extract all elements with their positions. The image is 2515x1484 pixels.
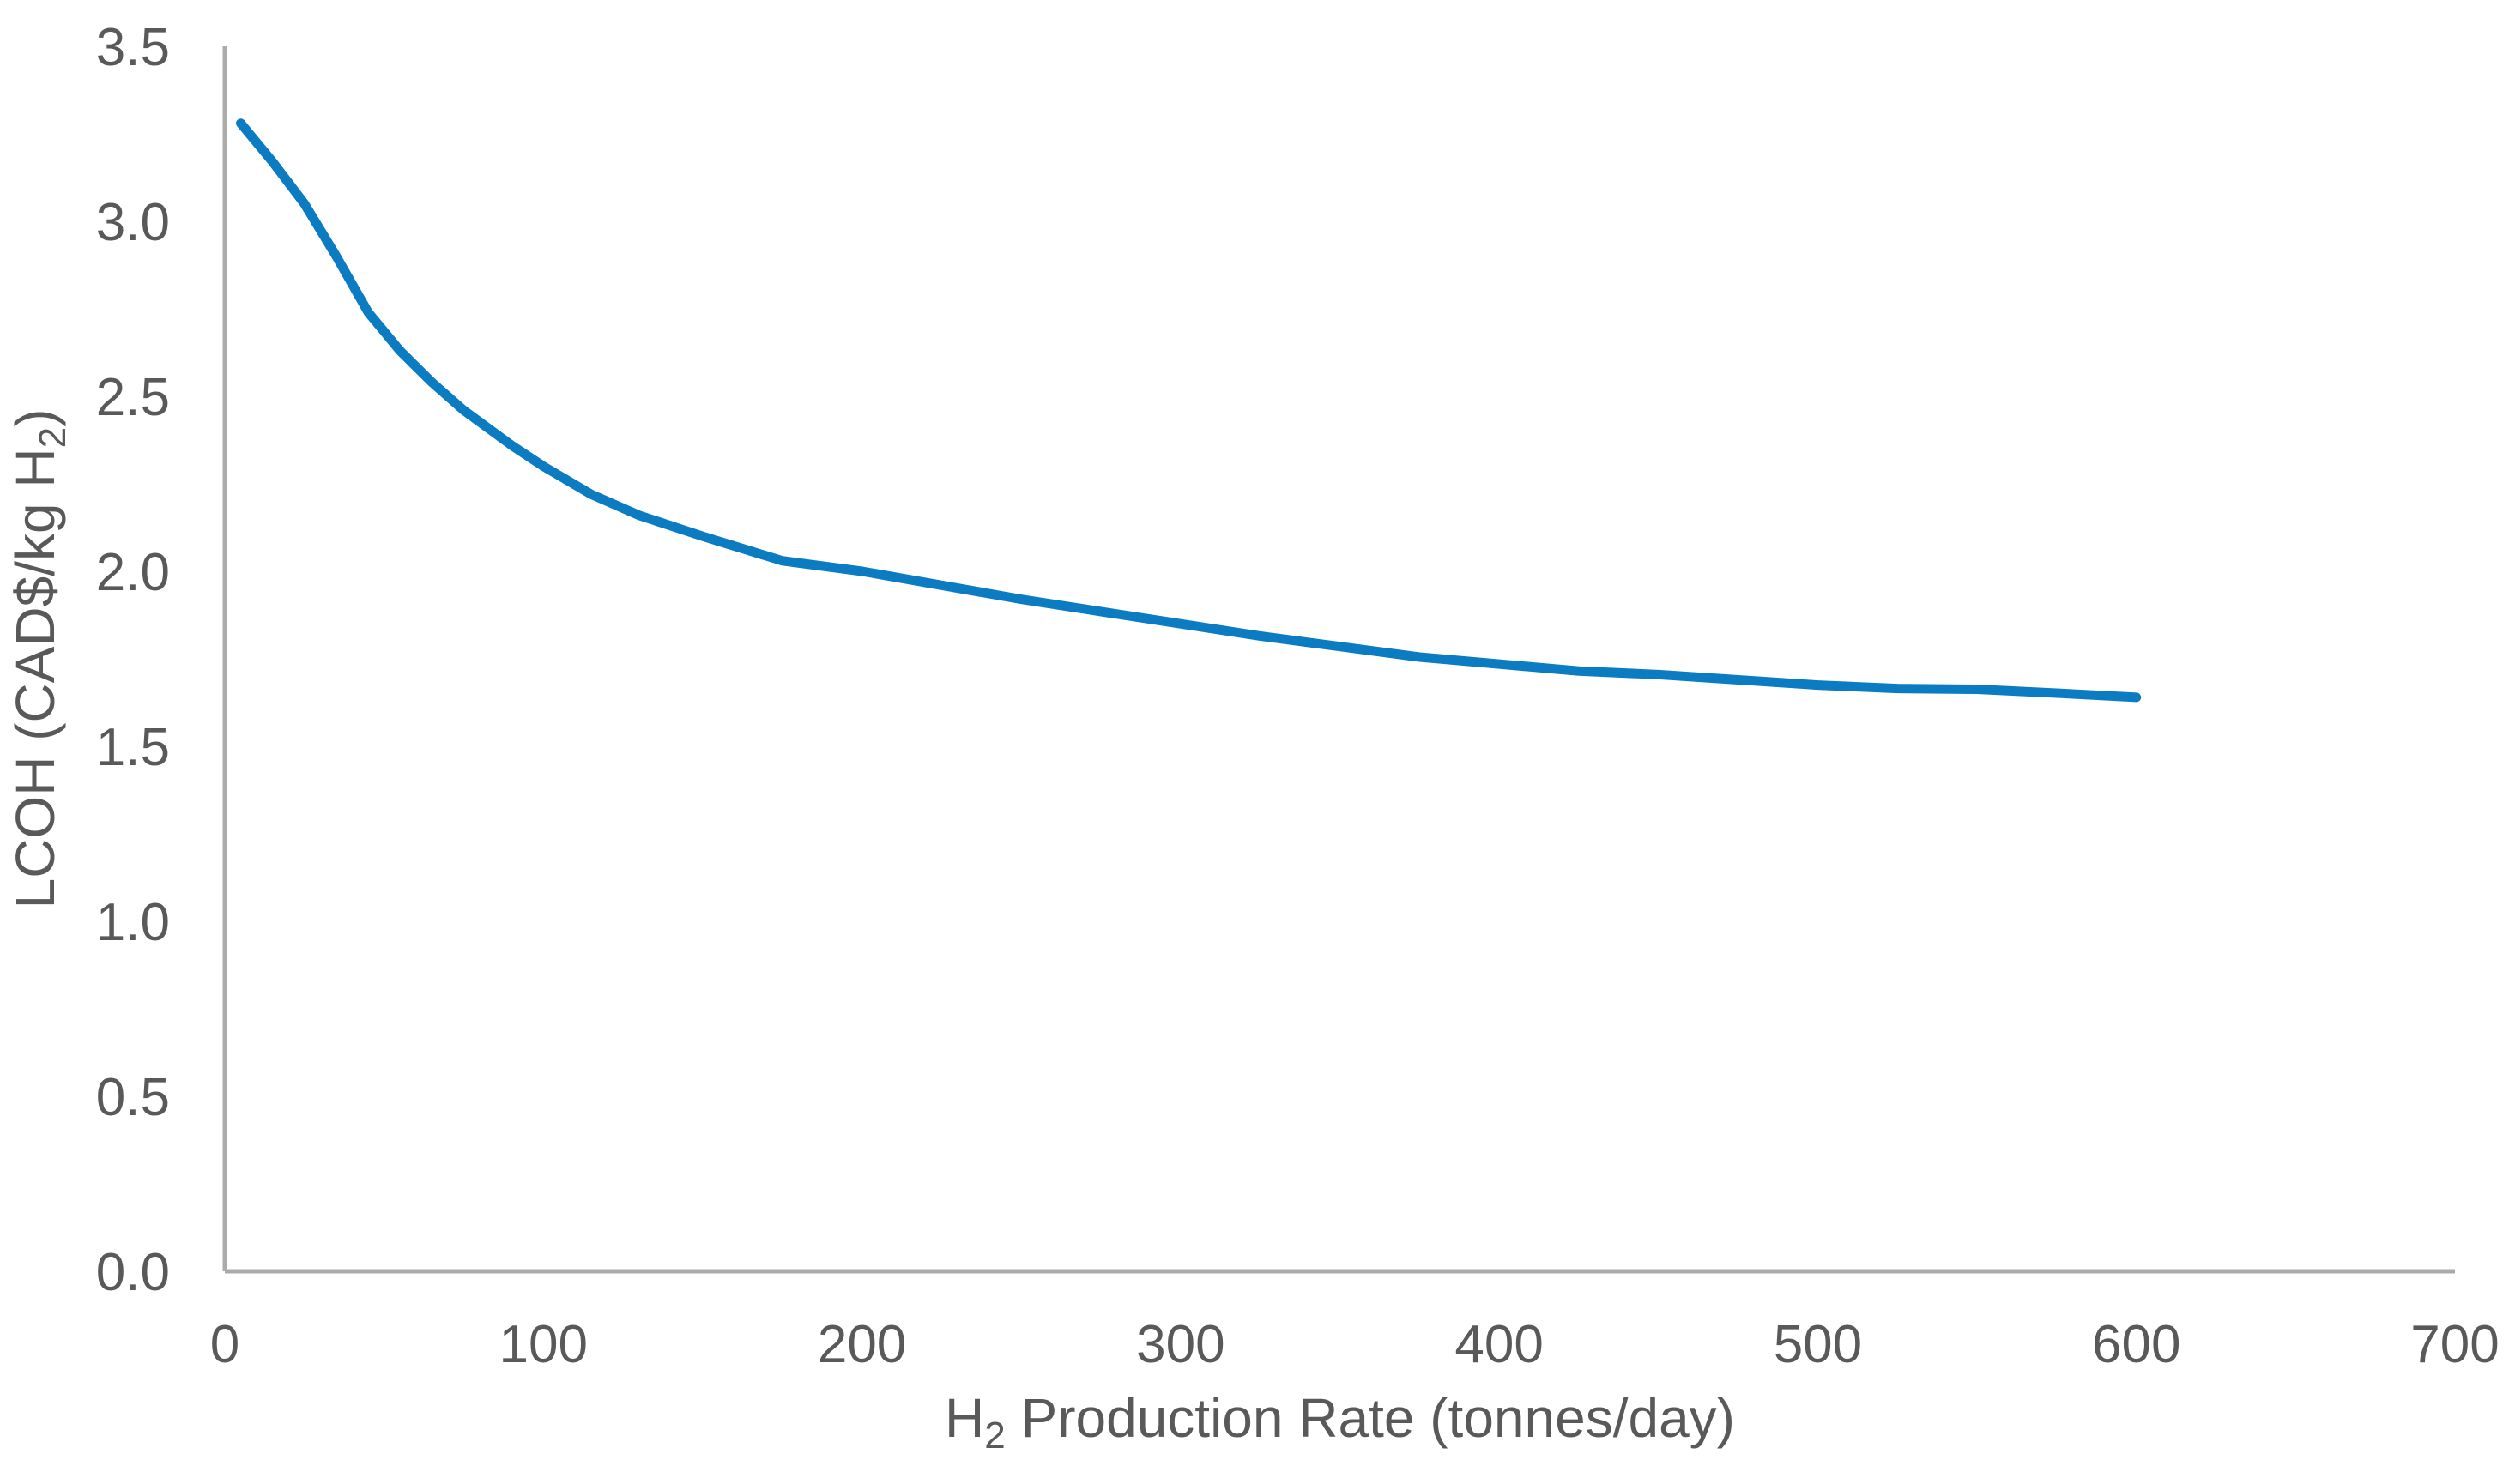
x-tick-label: 200 xyxy=(818,1315,906,1374)
y-axis-title: LCOH (CAD$/kg H2) xyxy=(4,409,74,909)
title-text-part: 2 xyxy=(984,1415,1005,1457)
title-text-part: LCOH (CAD$/kg H xyxy=(4,448,66,908)
x-tick-label: 300 xyxy=(1136,1315,1224,1374)
y-tick-label: 3.5 xyxy=(96,18,170,77)
x-tick-label: 600 xyxy=(2092,1315,2180,1374)
x-tick-label: 0 xyxy=(210,1315,239,1374)
title-text-part: ) xyxy=(4,409,66,427)
y-tick-label: 1.5 xyxy=(96,718,170,777)
title-text-part: 2 xyxy=(32,427,74,448)
lcoh-curve xyxy=(236,118,2142,703)
title-text-part: H xyxy=(945,1387,984,1449)
x-tick-label: 700 xyxy=(2410,1315,2499,1374)
x-tick-label: 400 xyxy=(1454,1315,1543,1374)
x-tick-label: 100 xyxy=(499,1315,588,1374)
y-tick-label: 2.5 xyxy=(96,368,170,427)
y-tick-label: 0.0 xyxy=(96,1243,170,1302)
y-tick-label: 1.0 xyxy=(96,893,170,952)
title-text-part: Production Rate (tonnes/day) xyxy=(1006,1387,1735,1449)
x-tick-label: 500 xyxy=(1774,1315,1862,1374)
y-tick-label: 3.0 xyxy=(96,193,170,252)
y-tick-label: 0.5 xyxy=(96,1068,170,1127)
x-axis-title: H2 Production Rate (tonnes/day) xyxy=(945,1387,1735,1457)
y-tick-label: 2.0 xyxy=(96,543,170,602)
